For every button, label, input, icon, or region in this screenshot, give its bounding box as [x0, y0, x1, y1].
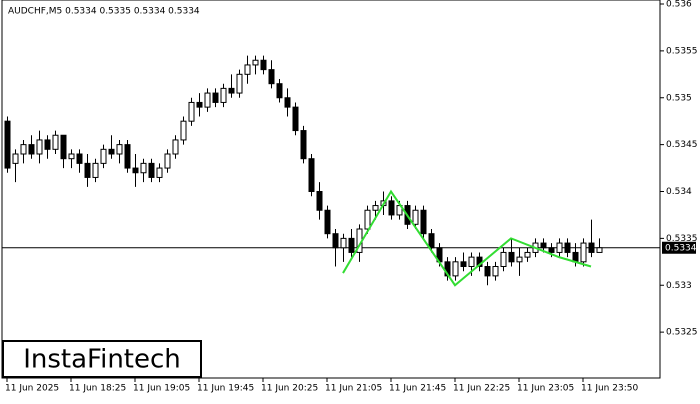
logo: InstaFintech — [23, 345, 181, 375]
candle-body — [60, 134, 67, 160]
candle-body — [412, 209, 419, 225]
x-tick-label: 11 Jun 23:05 — [517, 384, 574, 394]
x-tick-label: 11 Jun 2025 — [5, 384, 59, 394]
plot-frame — [1, 0, 661, 379]
candle-body — [132, 167, 139, 174]
price-box — [662, 241, 696, 254]
candle-body — [116, 144, 123, 155]
candle-body — [308, 158, 315, 192]
candle-body — [268, 69, 275, 85]
candle-body — [364, 209, 371, 230]
candle-body — [156, 167, 163, 178]
candle-body — [548, 247, 555, 253]
candle-body — [316, 191, 323, 211]
y-tick-label: 0.534 — [666, 187, 692, 197]
candle-body — [588, 242, 595, 253]
candle-body — [244, 64, 251, 75]
candle-body — [108, 148, 115, 155]
candle-body — [236, 73, 243, 94]
candle-body — [220, 87, 227, 103]
candle-body — [300, 130, 307, 160]
candle-body — [340, 237, 347, 249]
candle-body — [428, 233, 435, 249]
candle-body — [36, 139, 43, 155]
y-tick-label: 0.5335 — [666, 234, 698, 244]
candle-body — [228, 87, 235, 94]
price-label: 0.5334 — [665, 243, 697, 253]
candle-body — [260, 59, 267, 71]
candle-body — [4, 120, 11, 169]
candle-body — [164, 153, 171, 169]
candle-body — [148, 162, 155, 178]
candle-body — [524, 251, 531, 258]
candle-body — [596, 247, 603, 253]
candle-body — [124, 144, 131, 169]
candle-body — [500, 251, 507, 267]
y-tick-label: 0.536 — [666, 0, 692, 10]
candle-body — [324, 209, 331, 235]
x-tick-label: 11 Jun 21:45 — [389, 384, 446, 394]
candle-body — [100, 148, 107, 164]
candle-body — [580, 242, 587, 263]
candle-body — [388, 200, 395, 216]
x-tick-label: 11 Jun 20:25 — [261, 384, 318, 394]
candle-body — [212, 92, 219, 103]
candle-body — [276, 83, 283, 99]
candle-body — [92, 162, 99, 178]
candle-body — [516, 256, 523, 263]
candle-body — [508, 251, 515, 263]
candle-body — [44, 139, 51, 150]
x-tick-label: 11 Jun 18:25 — [69, 384, 126, 394]
x-tick-label: 11 Jun 23:50 — [581, 384, 638, 394]
candle-body — [180, 120, 187, 141]
candle-body — [372, 205, 379, 211]
candle-body — [468, 256, 475, 267]
candle-body — [188, 101, 195, 122]
logo-box — [2, 340, 202, 378]
y-tick-label: 0.5355 — [666, 46, 698, 56]
candle-body — [292, 106, 299, 132]
candle-body — [28, 144, 35, 155]
candle-body — [460, 261, 467, 267]
candle-body — [284, 97, 291, 108]
candle-body — [20, 144, 27, 155]
candle-body — [84, 162, 91, 178]
x-tick-label: 11 Jun 19:45 — [197, 384, 254, 394]
candle-body — [348, 237, 355, 253]
candle-body — [484, 266, 491, 277]
candle-body — [196, 101, 203, 108]
y-tick-label: 0.5345 — [666, 140, 698, 150]
y-tick-label: 0.5325 — [666, 328, 698, 338]
candle-body — [556, 242, 563, 253]
candle-body — [140, 162, 147, 174]
candle-body — [564, 242, 571, 253]
x-tick-label: 11 Jun 21:05 — [325, 384, 382, 394]
candle-body — [204, 92, 211, 108]
y-tick-label: 0.535 — [666, 93, 692, 103]
candle-body — [332, 233, 339, 249]
candle-body — [252, 59, 259, 66]
candle-body — [76, 153, 83, 164]
candle-body — [420, 209, 427, 235]
candle-body — [68, 153, 75, 160]
candle-body — [492, 266, 499, 277]
chart-title: AUDCHF,M5 0.5334 0.5335 0.5334 0.5334 — [8, 7, 200, 17]
pattern-line — [342, 189, 592, 287]
candle-body — [172, 139, 179, 155]
candle-body — [452, 261, 459, 277]
candle-body — [12, 153, 19, 164]
y-tick-label: 0.533 — [666, 281, 692, 291]
candle-body — [52, 134, 59, 150]
candle-body — [540, 242, 547, 249]
x-tick-label: 11 Jun 19:05 — [133, 384, 190, 394]
x-tick-label: 11 Jun 22:25 — [453, 384, 510, 394]
